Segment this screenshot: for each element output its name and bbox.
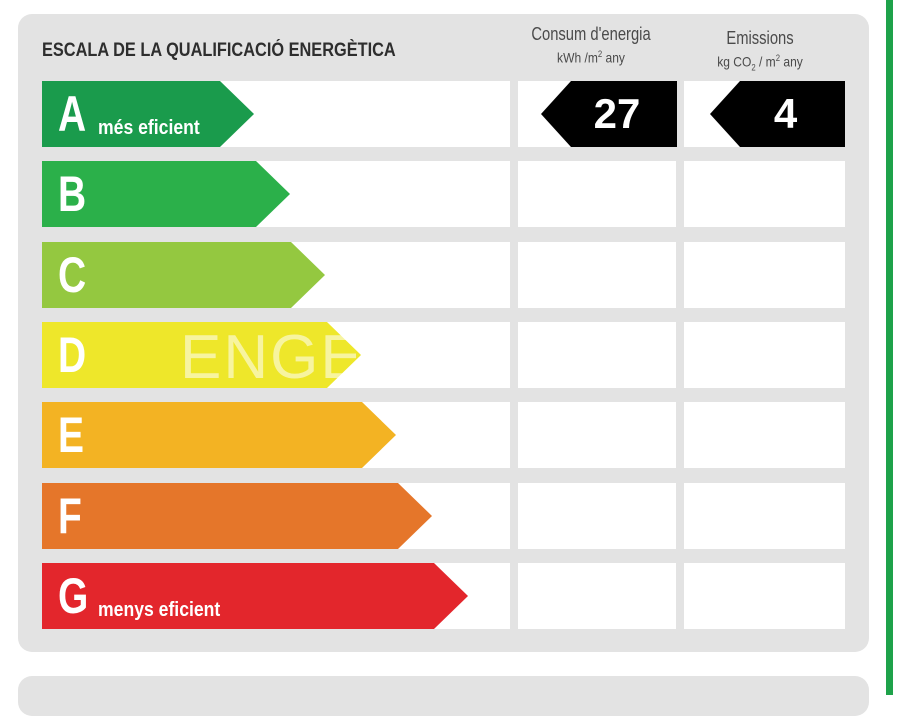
frame-border bbox=[886, 0, 893, 695]
consumption-cell bbox=[518, 242, 676, 308]
emissions-badge-value: 4 bbox=[773, 90, 798, 137]
rating-arrow-shape bbox=[42, 81, 254, 147]
rating-arrow-shape bbox=[42, 242, 325, 308]
rating-bar-f: F bbox=[42, 483, 432, 549]
rating-caption: més eficient bbox=[98, 117, 200, 139]
emissions-cell bbox=[684, 483, 845, 549]
rating-arrow-shape bbox=[42, 402, 396, 468]
emissions-unit: kg CO2 / m2 any bbox=[717, 53, 803, 73]
rating-letter: F bbox=[58, 488, 82, 544]
watermark: ENGE bbox=[180, 323, 364, 392]
consumption-cell bbox=[518, 322, 676, 388]
consumption-badge-value: 27 bbox=[593, 90, 641, 137]
consumption-cell bbox=[518, 402, 676, 468]
emissions-cell bbox=[684, 402, 845, 468]
consumption-unit: kWh /m2 any bbox=[557, 49, 625, 66]
rating-letter: B bbox=[58, 166, 87, 222]
rating-bar-b: B bbox=[42, 161, 290, 227]
rating-arrow-shape bbox=[42, 563, 468, 629]
emissions-cell bbox=[684, 322, 845, 388]
emissions-cell bbox=[684, 242, 845, 308]
rating-arrow-shape bbox=[42, 322, 361, 388]
emissions-cell bbox=[684, 563, 845, 629]
rating-letter: D bbox=[58, 327, 87, 383]
consumption-badge: 27 bbox=[541, 81, 677, 147]
emissions-header: Emissions kg CO2 / m2 any bbox=[680, 28, 840, 72]
rating-letter: C bbox=[58, 247, 87, 303]
rating-letter: G bbox=[58, 568, 89, 624]
emissions-title: Emissions bbox=[726, 28, 794, 48]
rating-letter: E bbox=[58, 407, 85, 463]
consumption-cell bbox=[518, 483, 676, 549]
emissions-badge: 4 bbox=[710, 81, 845, 147]
scale-title: ESCALA DE LA QUALIFICACIÓ ENERGÈTICA bbox=[42, 40, 396, 61]
rating-caption: menys eficient bbox=[98, 599, 221, 621]
rating-arrow-shape bbox=[42, 161, 290, 227]
consumption-cell bbox=[518, 161, 676, 227]
rating-bar-d: D bbox=[42, 322, 361, 388]
consumption-cell bbox=[518, 563, 676, 629]
rating-bar-e: E bbox=[42, 402, 396, 468]
rating-letter: A bbox=[58, 86, 87, 142]
emissions-cell bbox=[684, 161, 845, 227]
lower-panel bbox=[18, 676, 869, 716]
rating-arrow-shape bbox=[42, 483, 432, 549]
consumption-header: Consum d'energia kWh /m2 any bbox=[512, 24, 670, 66]
consumption-title: Consum d'energia bbox=[531, 24, 651, 44]
rating-bar-c: C bbox=[42, 242, 325, 308]
